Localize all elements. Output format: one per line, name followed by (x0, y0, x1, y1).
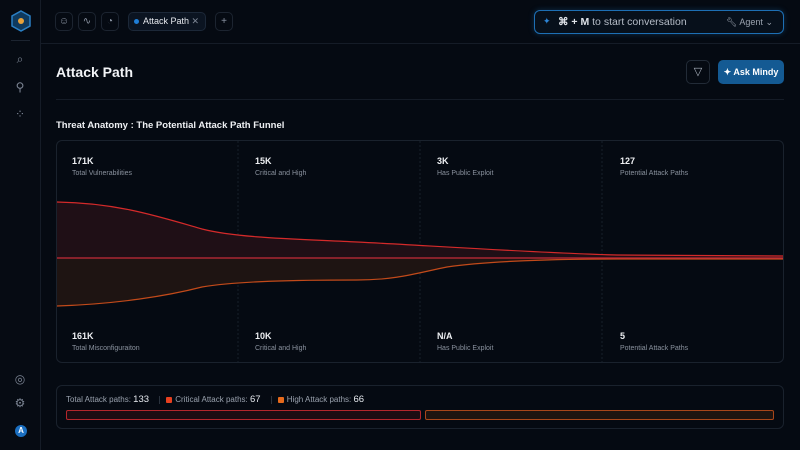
page-title: Attack Path (56, 64, 134, 80)
tab-attack-path[interactable]: Attack Path ✕ (128, 12, 206, 31)
conversation-input[interactable]: ✦ ⌘ + M to start conversation 🔧︎ Agent ⌄ (534, 10, 784, 34)
stat-value: 171K (72, 156, 94, 166)
stat-attack-paths-misconfig: 5 Potential Attack Paths (620, 331, 688, 352)
sparkle-icon: ✦ (723, 67, 734, 77)
rocket-icon[interactable]: ⚲ (15, 80, 25, 94)
stat-label: Total Misconfiguraiton (72, 345, 140, 352)
stat-total-vulnerabilities: 171K Total Vulnerabilities (72, 156, 132, 177)
high-bar[interactable] (424, 410, 774, 420)
divider (11, 40, 30, 41)
critical-swatch-icon (166, 396, 173, 403)
funnel-card: 171K Total Vulnerabilities 15K Critical an… (56, 140, 784, 363)
gauge-icon[interactable]: ◔ (101, 12, 119, 31)
chat-icon[interactable]: ☺ (55, 12, 73, 31)
tab-dot-icon (134, 19, 139, 24)
attack-paths-summary: Total Attack paths: 133 Critical Attack … (56, 385, 784, 429)
funnel-title: Threat Anatomy : The Potential Attack Pa… (56, 120, 285, 131)
high-value: 66 (353, 394, 365, 405)
nodes-icon[interactable]: ⁘ (14, 107, 26, 121)
ask-mindy-button[interactable]: ✦ Ask Mindy (718, 60, 784, 84)
stat-total-misconfig: 161K Total Misconfiguraiton (72, 331, 140, 352)
stat-public-exploit-misconfig: N/A Has Public Exploit (437, 331, 493, 352)
shortcut-label: ⌘ + M (558, 16, 590, 28)
total-value: 133 (133, 394, 150, 405)
critical-label: Critical Attack paths: (175, 395, 248, 404)
summary-legend: Total Attack paths: 133 Critical Attack … (66, 394, 372, 405)
close-icon[interactable]: ✕ (191, 16, 199, 26)
stat-label: Potential Attack Paths (620, 345, 689, 352)
filter-icon: ▽ (693, 66, 703, 78)
separator (270, 395, 272, 404)
avatar[interactable]: A (15, 425, 27, 437)
chevron-down-icon: ⌄ (765, 17, 773, 27)
stat-attack-paths-vuln: 127 Potential Attack Paths (620, 156, 688, 177)
stat-value: 15K (255, 156, 272, 166)
stat-label: Critical and High (255, 170, 307, 177)
stat-value: 5 (620, 331, 626, 341)
ask-label: Ask Mindy (733, 67, 779, 77)
vulnerability-area (57, 202, 783, 258)
tab-label: Attack Path (143, 16, 190, 26)
vulnerability-line (57, 201, 783, 257)
critical-bar[interactable] (66, 410, 421, 420)
sparkle-icon: ✦ (543, 16, 551, 26)
stat-critical-high-misconfig: 10K Critical and High (255, 331, 306, 352)
stat-critical-high-vuln: 15K Critical and High (255, 156, 306, 177)
add-tab-button[interactable]: + (215, 12, 233, 31)
high-label: High Attack paths: (286, 395, 352, 404)
stat-value: 161K (72, 331, 94, 341)
agent-label: Agent (739, 17, 763, 27)
folder-search-icon[interactable]: ⌕ (16, 52, 24, 66)
stat-label: Has Public Exploit (437, 170, 494, 177)
stat-label: Has Public Exploit (437, 345, 494, 352)
divider (56, 99, 784, 100)
misconfiguration-line (57, 258, 783, 307)
gear-icon[interactable]: ⚙ (14, 396, 26, 410)
separator (159, 395, 161, 404)
activity-icon[interactable]: ∿ (78, 12, 96, 31)
stat-value: 10K (255, 331, 272, 341)
filter-button[interactable]: ▽ (686, 60, 710, 84)
logo-icon[interactable] (11, 10, 31, 32)
high-swatch-icon (277, 396, 284, 403)
stat-value: N/A (437, 331, 453, 341)
search-placeholder: to start conversation (592, 16, 687, 28)
total-label: Total Attack paths: (66, 395, 131, 404)
critical-value: 67 (249, 394, 261, 405)
stat-label: Critical and High (255, 345, 307, 352)
wrench-icon: 🔧︎ (725, 17, 738, 27)
misconfig-area (57, 258, 783, 306)
stat-value: 127 (620, 156, 636, 166)
stat-label: Total Vulnerabilities (72, 170, 133, 177)
sidebar: ⌕ ⚲ ⁘ ◎ ⚙ A (0, 0, 41, 450)
agent-select[interactable]: 🔧︎ Agent ⌄ (726, 17, 773, 28)
brain-icon[interactable]: ◎ (14, 372, 26, 386)
stat-public-exploit-vuln: 3K Has Public Exploit (437, 156, 493, 177)
funnel-chart (57, 141, 783, 362)
stat-value: 3K (437, 156, 449, 166)
stat-label: Potential Attack Paths (620, 170, 689, 177)
top-bar: ☺ ∿ ◔ Attack Path ✕ + (41, 0, 800, 44)
